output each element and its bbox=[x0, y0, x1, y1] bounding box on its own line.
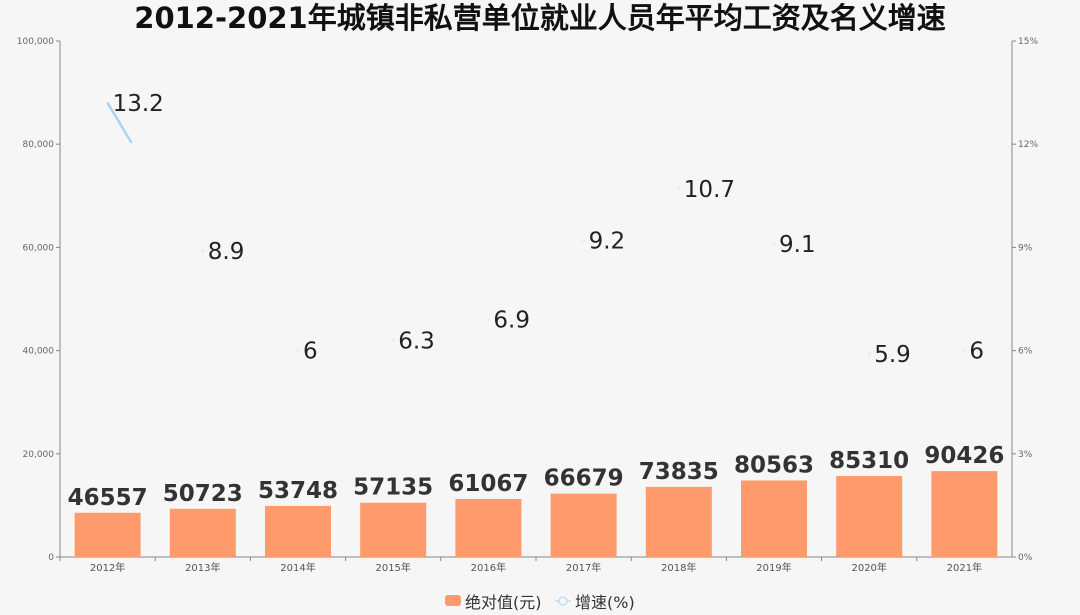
bar-label: 57135 bbox=[353, 475, 433, 501]
left-tick-label: 60,000 bbox=[23, 243, 55, 253]
growth-label: 8.9 bbox=[208, 239, 245, 265]
x-tick-label: 2019年 bbox=[756, 561, 791, 574]
bar-label: 46557 bbox=[68, 485, 148, 511]
x-tick-label: 2017年 bbox=[566, 561, 601, 574]
growth-label: 6 bbox=[303, 339, 318, 365]
bar bbox=[836, 475, 903, 557]
growth-label: 5.9 bbox=[874, 342, 911, 368]
x-tick-label: 2016年 bbox=[471, 561, 506, 574]
right-tick-label: 12% bbox=[1018, 140, 1038, 150]
left-tick-label: 100,000 bbox=[17, 37, 54, 47]
right-tick-label: 9% bbox=[1018, 243, 1033, 253]
bar bbox=[550, 493, 617, 557]
x-tick-label: 2014年 bbox=[280, 561, 315, 574]
legend-bar-swatch bbox=[445, 595, 461, 606]
x-tick-label: 2013年 bbox=[185, 561, 220, 574]
bar bbox=[74, 512, 141, 557]
right-tick-label: 3% bbox=[1018, 450, 1033, 460]
growth-point bbox=[867, 352, 871, 356]
bar-label: 73835 bbox=[639, 459, 719, 485]
right-tick-label: 15% bbox=[1018, 37, 1038, 47]
growth-point bbox=[677, 187, 681, 191]
growth-label: 10.7 bbox=[684, 177, 735, 203]
bar bbox=[931, 471, 998, 557]
bar bbox=[645, 486, 712, 557]
bar bbox=[741, 480, 807, 557]
growth-label: 9.2 bbox=[589, 229, 626, 255]
left-tick-label: 40,000 bbox=[23, 347, 55, 357]
x-tick-label: 2015年 bbox=[375, 561, 410, 574]
bar-label: 50723 bbox=[163, 481, 243, 507]
growth-label: 13.2 bbox=[113, 91, 164, 117]
legend-line-marker bbox=[558, 596, 568, 606]
growth-label: 6.9 bbox=[493, 308, 530, 334]
bar-label: 53748 bbox=[258, 478, 338, 504]
left-tick-label: 0 bbox=[48, 553, 54, 563]
bar bbox=[360, 502, 427, 557]
right-tick-label: 0% bbox=[1018, 553, 1033, 563]
x-tick-label: 2021年 bbox=[947, 561, 982, 574]
growth-point bbox=[772, 242, 776, 246]
bar bbox=[169, 508, 236, 557]
growth-label: 6.3 bbox=[398, 328, 435, 354]
left-tick-label: 20,000 bbox=[23, 450, 55, 460]
bar bbox=[265, 505, 331, 557]
bar bbox=[455, 498, 522, 557]
bar-label: 61067 bbox=[448, 471, 528, 497]
growth-point bbox=[296, 349, 300, 353]
bar-label: 85310 bbox=[829, 448, 909, 474]
bar-label: 90426 bbox=[924, 443, 1004, 469]
growth-line bbox=[106, 102, 133, 144]
growth-point bbox=[962, 349, 966, 353]
x-tick-label: 2020年 bbox=[851, 561, 886, 574]
right-tick-label: 6% bbox=[1018, 347, 1033, 357]
growth-point bbox=[582, 239, 586, 243]
growth-label: 6 bbox=[969, 339, 984, 365]
growth-label: 9.1 bbox=[779, 232, 816, 258]
x-tick-label: 2018年 bbox=[661, 561, 696, 574]
chart-title: 2012-2021年城镇非私营单位就业人员年平均工资及名义增速 bbox=[134, 1, 945, 35]
growth-point bbox=[201, 249, 205, 253]
bar-label: 66679 bbox=[544, 466, 624, 492]
legend-bar-label: 绝对值(元) bbox=[465, 593, 542, 612]
left-tick-label: 80,000 bbox=[23, 140, 55, 150]
x-tick-label: 2012年 bbox=[90, 561, 125, 574]
growth-point bbox=[486, 318, 490, 322]
growth-point bbox=[391, 338, 395, 342]
legend-line-label: 增速(%) bbox=[575, 593, 635, 612]
bar-label: 80563 bbox=[734, 452, 814, 478]
